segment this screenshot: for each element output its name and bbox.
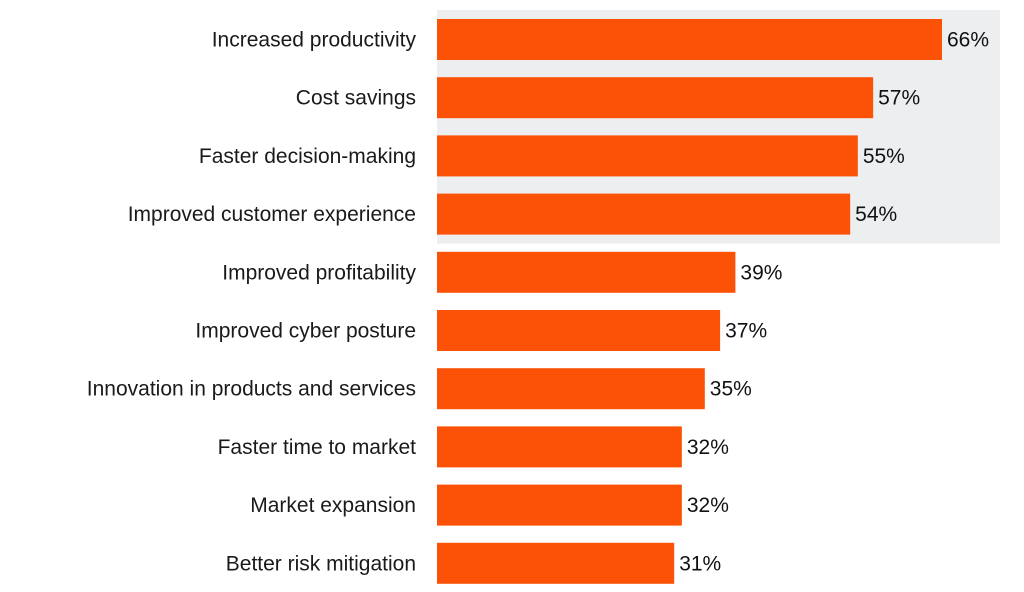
value-label: 54% [855, 203, 897, 226]
category-label: Increased productivity [212, 29, 417, 52]
value-label: 39% [740, 261, 782, 284]
bar [437, 19, 942, 60]
category-label: Better risk mitigation [226, 552, 416, 575]
bar [437, 484, 682, 526]
category-label: Innovation in products and services [87, 378, 416, 401]
bar [437, 77, 874, 119]
bar [437, 193, 851, 235]
category-label: Faster decision-making [199, 145, 416, 168]
category-label: Faster time to market [218, 436, 417, 459]
bar [437, 310, 721, 351]
bar [437, 368, 705, 410]
value-label: 55% [863, 145, 905, 168]
category-label: Market expansion [250, 494, 416, 517]
category-label: Improved cyber posture [195, 320, 416, 343]
value-label: 32% [687, 494, 729, 517]
bar [437, 426, 682, 468]
category-label: Cost savings [296, 87, 416, 110]
category-label: Improved profitability [222, 261, 416, 284]
value-label: 37% [725, 320, 767, 343]
value-label: 66% [947, 29, 989, 52]
value-label: 35% [710, 378, 752, 401]
value-label: 57% [878, 87, 920, 110]
bar [437, 135, 858, 177]
value-label: 31% [679, 552, 721, 575]
category-label: Improved customer experience [128, 203, 416, 226]
bar [437, 251, 736, 293]
bar [437, 542, 675, 584]
value-label: 32% [687, 436, 729, 459]
